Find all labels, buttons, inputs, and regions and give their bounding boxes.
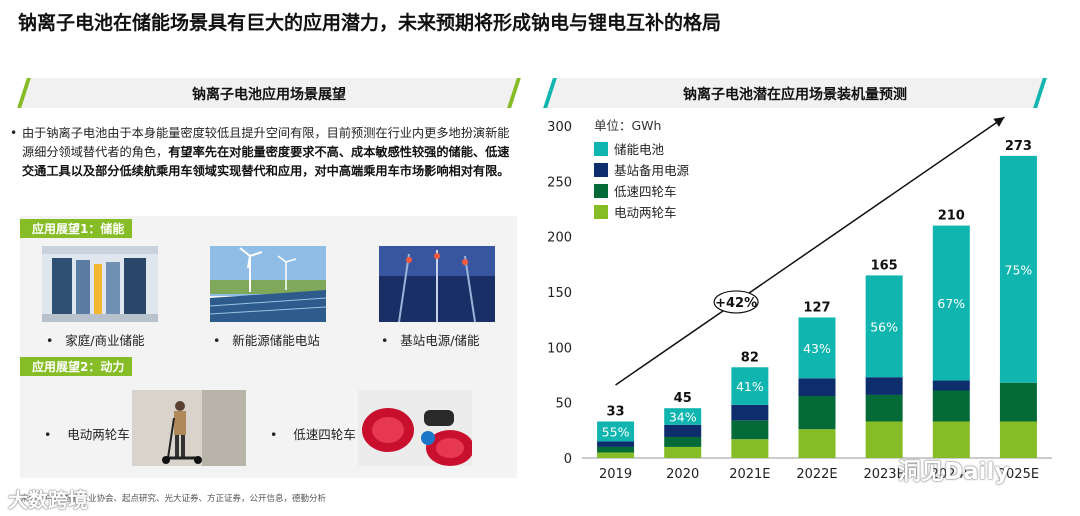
- bar-segment-电动两轮车: [731, 439, 769, 458]
- y-tick-label: 250: [547, 175, 572, 190]
- legend-swatch-基站备用电源: [594, 163, 608, 177]
- legend-swatch-低速四轮车: [594, 184, 608, 198]
- bar-segment-低速四轮车: [865, 394, 903, 422]
- bar-segment-储能电池: [932, 225, 970, 381]
- ev-charging-photo: [358, 390, 472, 466]
- left-section-title: 钠离子电池应用场景展望: [192, 87, 346, 103]
- growth-label-oval: [713, 290, 759, 314]
- source-note: 来源：中国电池工业协会、起点研究、光大证券、方正证券，公开信息，德勤分析: [20, 494, 327, 504]
- bar-segment-电动两轮车: [597, 452, 635, 458]
- bar-segment-储能电池: [664, 408, 702, 425]
- x-tick-label: 2024E: [931, 467, 972, 482]
- left-section-header: 钠离子电池应用场景展望: [17, 78, 521, 108]
- base-station-photo: [379, 246, 495, 322]
- right-section-title: 钠离子电池潜在应用场景装机量预测: [683, 87, 907, 103]
- prospect2-tag: 应用展望2：动力: [20, 357, 133, 376]
- caption-e-bike: • 电动两轮车: [44, 427, 130, 442]
- bar-segment-电动两轮车: [999, 421, 1037, 458]
- scooter-photo: [132, 390, 246, 466]
- bar-segment-低速四轮车: [664, 436, 702, 447]
- bar-segment-低速四轮车: [731, 420, 769, 440]
- intro-normal-text: 由于钠离子电池由于本身能量密度较低且提升空间有限，目前预测在行业内更多地扮演新能…: [22, 126, 510, 159]
- y-tick-label: 200: [547, 231, 572, 246]
- bar-segment-低速四轮车: [999, 382, 1037, 422]
- x-tick-label: 2025E: [998, 467, 1039, 482]
- storage-share-label: 56%: [870, 319, 898, 334]
- legend-swatch-储能电池: [594, 142, 608, 156]
- legend-label: 储能电池: [614, 142, 665, 157]
- storage-share-label: 41%: [736, 379, 764, 394]
- bar-segment-电动两轮车: [932, 421, 970, 458]
- bar-segment-基站备用电源: [932, 380, 970, 391]
- bar-segment-储能电池: [999, 155, 1037, 383]
- y-tick-label: 150: [547, 286, 572, 301]
- bar-segment-电动两轮车: [664, 446, 702, 458]
- growth-arrow-line: [615, 116, 1005, 386]
- bar-segment-储能电池: [798, 317, 836, 379]
- intro-paragraph: • 由于钠离子电池由于本身能量密度较低且提升空间有限，目前预测在行业内更多地扮演…: [10, 126, 510, 178]
- growth-arrow-head: [993, 117, 1005, 127]
- bar-segment-基站备用电源: [597, 441, 635, 447]
- watermark-bottom-left: 大数跨境: [8, 488, 88, 512]
- growth-label: +42%: [715, 296, 757, 311]
- storage-share-label: 75%: [1005, 262, 1033, 277]
- y-tick-label: 300: [547, 120, 572, 135]
- x-tick-label: 2022E: [796, 467, 837, 482]
- bar-total-label: 82: [741, 350, 759, 365]
- bar-segment-基站备用电源: [798, 378, 836, 397]
- bar-segment-电动两轮车: [865, 421, 903, 458]
- solar-wind-photo: [210, 246, 326, 322]
- legend-swatch-电动两轮车: [594, 205, 608, 219]
- x-tick-label: 2020: [666, 467, 699, 482]
- bar-segment-储能电池: [597, 421, 635, 442]
- caption-grid-storage: • 新能源储能电站: [213, 333, 320, 348]
- legend-label: 电动两轮车: [614, 205, 677, 220]
- bar-total-label: 33: [607, 404, 625, 419]
- bar-segment-基站备用电源: [731, 404, 769, 421]
- storage-share-label: 55%: [602, 424, 630, 439]
- bar-total-label: 273: [1005, 139, 1032, 154]
- prospect1-tag: 应用展望1：储能: [20, 219, 133, 238]
- x-tick-label: 2023E: [863, 467, 904, 482]
- data-center-photo: [42, 246, 158, 322]
- intro-bold-text: 有望率先在对能量密度要求不高、成本敏感性较强的储能、低速交通工具以及部分低续航乘…: [22, 145, 510, 178]
- y-tick-label: 100: [547, 341, 572, 356]
- storage-share-label: 34%: [669, 410, 697, 425]
- bar-segment-低速四轮车: [798, 396, 836, 430]
- page-title: 钠离子电池在储能场景具有巨大的应用潜力，未来预期将形成钠电与锂电互补的格局: [18, 12, 722, 34]
- x-tick-label: 2019: [599, 467, 632, 482]
- caption-base-station: • 基站电源/储能: [381, 333, 480, 348]
- bar-total-label: 210: [938, 209, 965, 224]
- bar-segment-基站备用电源: [664, 424, 702, 437]
- bar-segment-储能电池: [731, 367, 769, 405]
- caption-home-storage: • 家庭/商业储能: [46, 333, 145, 348]
- bar-segment-低速四轮车: [597, 446, 635, 453]
- bar-chart: 0 50 100 150 200 250 300 33 55% 2019 45 34% 2020 82 41…: [547, 116, 1052, 482]
- right-section-header: 钠离子电池潜在应用场景装机量预测: [543, 78, 1047, 108]
- watermark-bottom-right: 洞见Daily: [898, 459, 1010, 485]
- bar-segment-基站备用电源: [865, 377, 903, 395]
- storage-share-label: 43%: [803, 341, 831, 356]
- x-tick-label: 2021E: [729, 467, 770, 482]
- bar-segment-电动两轮车: [798, 429, 836, 458]
- bar-total-label: 165: [871, 258, 898, 273]
- bar-total-label: 45: [674, 391, 692, 406]
- storage-share-label: 67%: [937, 296, 965, 311]
- legend-label: 低速四轮车: [614, 184, 677, 199]
- caption-low-speed-ev: • 低速四轮车: [270, 427, 356, 442]
- bar-segment-储能电池: [865, 275, 903, 378]
- bar-segment-低速四轮车: [932, 390, 970, 422]
- bar-total-label: 127: [803, 300, 830, 315]
- y-tick-label: 0: [564, 452, 572, 467]
- legend-label: 基站备用电源: [614, 163, 690, 178]
- y-tick-label: 50: [555, 397, 572, 412]
- unit-label: 单位：GWh: [594, 118, 661, 133]
